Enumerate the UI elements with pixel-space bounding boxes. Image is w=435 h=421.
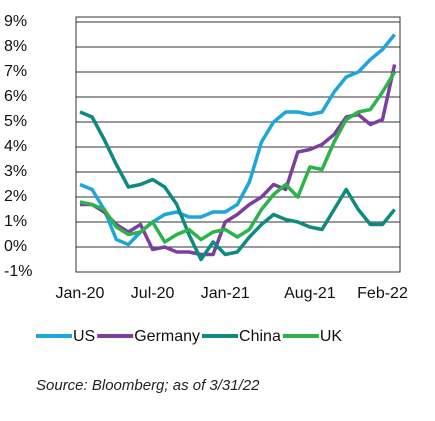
y-tick-label: 9% — [4, 13, 27, 30]
source-note: Source: Bloomberg; as of 3/31/22 — [36, 377, 260, 394]
y-tick-label: 8% — [4, 38, 27, 55]
y-tick-label: 7% — [4, 63, 27, 80]
series-line — [79, 110, 396, 262]
series-line — [79, 71, 397, 244]
legend-label: UK — [320, 328, 343, 345]
y-tick-label: 1% — [4, 213, 27, 230]
legend-label: Germany — [134, 328, 200, 345]
y-tick-label: 6% — [4, 88, 27, 105]
y-tick-label: 3% — [4, 163, 27, 180]
legend-label: US — [73, 328, 95, 345]
x-tick-label: Feb-22 — [357, 285, 408, 302]
y-tick-label: -1% — [4, 263, 32, 280]
y-tick-label: 2% — [4, 188, 27, 205]
y-tick-label: 0% — [4, 238, 27, 255]
series-line — [79, 33, 396, 247]
y-tick-label: 4% — [4, 138, 27, 155]
x-tick-label: Aug-21 — [284, 285, 336, 302]
series-line — [80, 64, 397, 257]
y-tick-label: 5% — [4, 113, 27, 130]
x-tick-label: Jan-21 — [201, 285, 250, 302]
legend-label: China — [239, 328, 281, 345]
x-tick-label: Jul-20 — [131, 285, 175, 302]
x-tick-label: Jan-20 — [56, 285, 105, 302]
